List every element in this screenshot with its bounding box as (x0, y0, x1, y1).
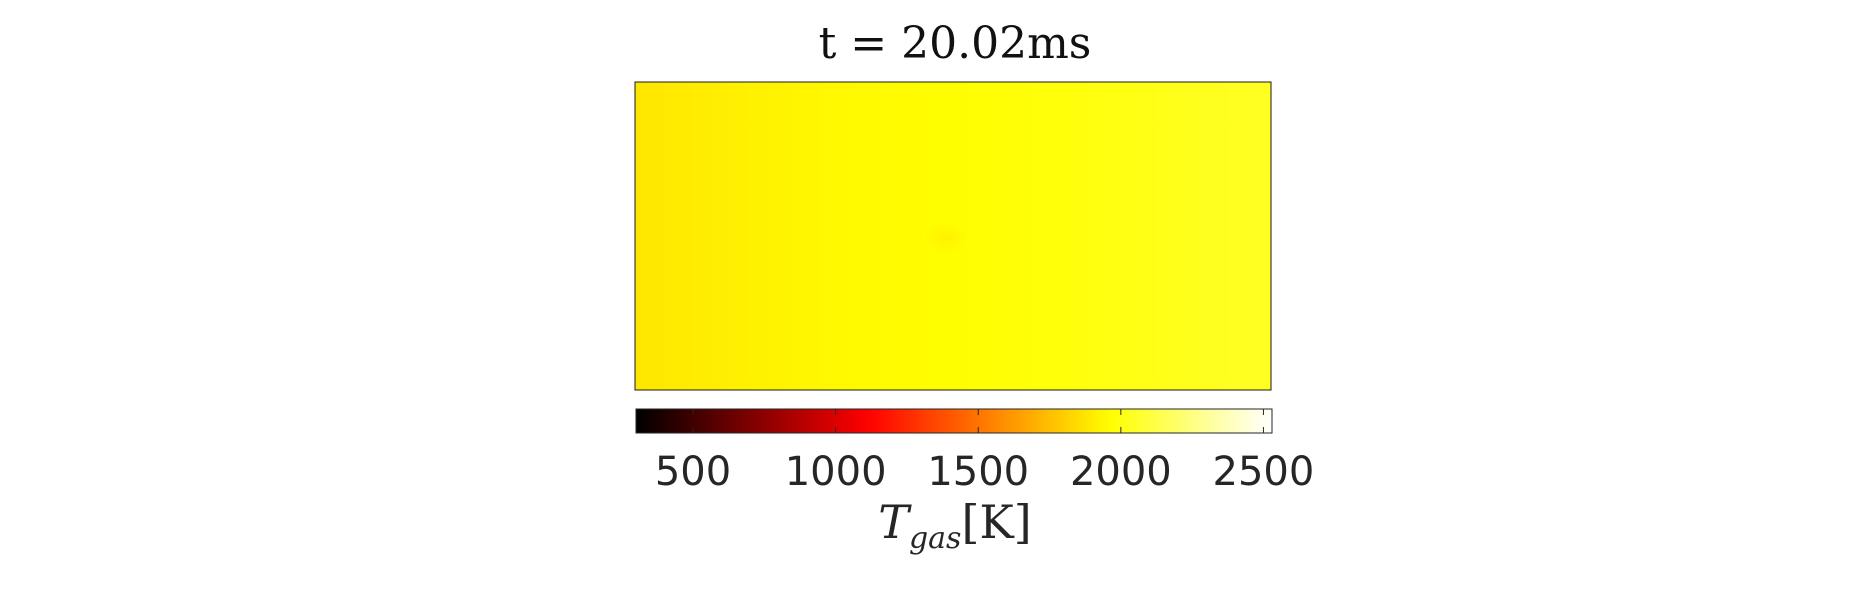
colorbar-label-unit: [K] (961, 495, 1031, 549)
colorbar-tick-label: 1000 (785, 449, 887, 495)
colorbar-gradient (635, 408, 1273, 434)
colorbar-tick-label: 2000 (1070, 449, 1172, 495)
colorbar-label: Tgas[K] (878, 495, 1031, 556)
colorbar: 500 1000 1500 2000 2500 Tgas[K] (635, 408, 1314, 556)
colorbar-label-subscript: gas (909, 521, 962, 556)
colorbar-tick-label: 2500 (1213, 449, 1315, 495)
colorbar-tick-label: 500 (655, 449, 731, 495)
hotspot-region (925, 220, 969, 256)
chart-title: t = 20.02ms (819, 18, 1092, 69)
colorbar-label-symbol: T (878, 495, 912, 549)
colorbar-tick-label: 1500 (927, 449, 1029, 495)
colorbar-tick-labels: 500 1000 1500 2000 2500 (655, 449, 1314, 495)
heatmap-plot-area (634, 81, 1272, 391)
colorbar-ticks (692, 409, 1264, 433)
plot-frame (634, 81, 1272, 391)
